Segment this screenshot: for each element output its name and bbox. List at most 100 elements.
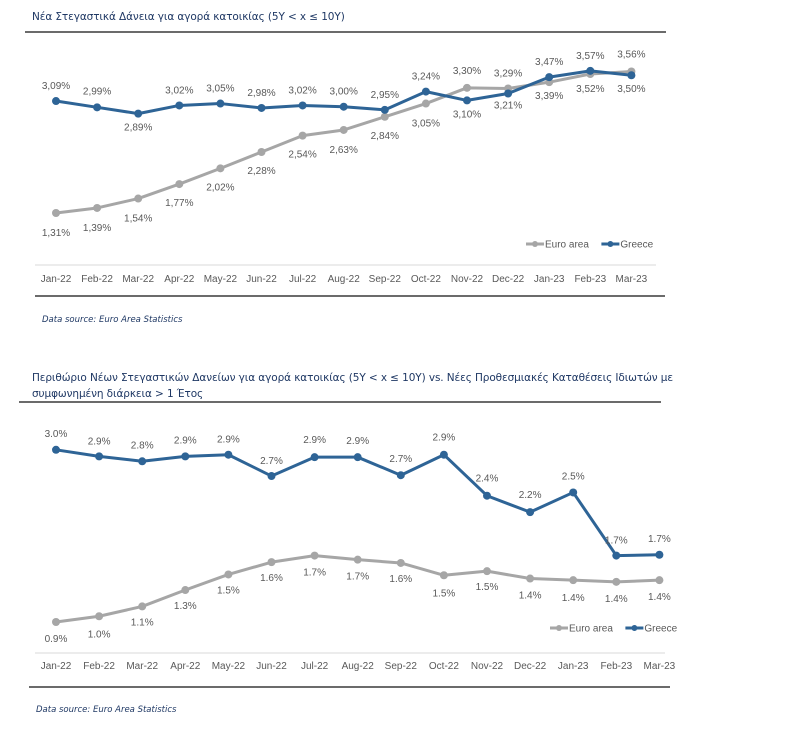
data-point	[298, 131, 307, 140]
chart2-bottom-rule	[29, 686, 670, 688]
data-label: 1.4%	[648, 592, 671, 603]
data-label: 2,89%	[124, 123, 152, 134]
data-point	[181, 586, 190, 595]
x-tick-label: Oct-22	[429, 661, 459, 672]
data-label: 2.9%	[433, 433, 456, 444]
data-point	[586, 66, 595, 75]
data-point	[93, 103, 102, 112]
data-label: 3,29%	[494, 68, 522, 79]
chart2-data-source: Data source: Euro Area Statistics	[36, 705, 177, 715]
data-point	[224, 570, 233, 579]
data-point	[421, 99, 430, 108]
x-tick-label: Dec-22	[492, 274, 525, 285]
data-point	[421, 87, 430, 96]
data-point	[396, 471, 405, 480]
data-label: 3,24%	[412, 72, 440, 83]
data-label: 1.6%	[389, 574, 412, 585]
data-point	[439, 450, 448, 459]
data-point	[612, 551, 621, 560]
x-tick-label: Jun-22	[256, 661, 287, 672]
data-point	[267, 558, 276, 567]
x-tick-label: Feb-22	[81, 274, 113, 285]
data-point	[627, 71, 636, 80]
data-point	[463, 96, 471, 105]
data-label: 2.8%	[131, 440, 154, 451]
x-tick-label: Jul-22	[301, 661, 329, 672]
data-label: 2,02%	[206, 182, 234, 193]
data-label: 2.4%	[476, 474, 499, 485]
data-label: 2,63%	[330, 145, 358, 156]
data-label: 1.3%	[174, 601, 197, 612]
data-point	[380, 112, 389, 121]
data-label: 1.4%	[562, 593, 585, 604]
data-point	[52, 97, 60, 106]
legend-label: Euro area	[569, 624, 613, 635]
chart1-plot: Jan-22 Feb-22 Mar-22 Apr-22 May-22 Jun-22 Jul-…	[35, 49, 656, 285]
data-label: 1.7%	[303, 568, 326, 579]
data-label: 2,98%	[247, 88, 275, 99]
data-label: 2.9%	[174, 435, 197, 446]
legend-item-greece: Greece	[625, 624, 678, 635]
chart2-title: Περιθώριο Νέων Στεγαστικών Δανείων για α…	[32, 370, 673, 402]
x-tick-label: May-22	[204, 274, 238, 285]
data-label: 3,02%	[165, 85, 193, 96]
data-label: 2,28%	[247, 166, 275, 177]
data-label: 1.6%	[260, 573, 283, 584]
legend-label: Greece	[644, 624, 677, 635]
x-tick-label: Jun-22	[246, 274, 277, 285]
chart2-title-rule-ext	[19, 401, 661, 403]
data-label: 3,00%	[330, 87, 358, 98]
data-point	[526, 574, 535, 583]
series-line-greece	[55, 448, 660, 558]
data-point	[216, 99, 225, 108]
data-label: 1.5%	[476, 582, 499, 593]
data-point	[339, 125, 348, 134]
data-point	[353, 555, 362, 564]
data-point	[504, 89, 513, 98]
data-point	[52, 618, 60, 626]
data-label: 1.7%	[648, 534, 671, 545]
data-label: 1,77%	[165, 198, 193, 209]
chart2-plot: Jan-22 Feb-22 Mar-22 Apr-22 May-22 Jun-22 Jul-…	[35, 429, 678, 672]
x-tick-label: Sep-22	[369, 274, 402, 285]
data-label: 1.7%	[346, 572, 369, 583]
chart2-title-line1: Περιθώριο Νέων Στεγαστικών Δανείων για α…	[32, 372, 673, 384]
data-label: 3,05%	[206, 84, 234, 95]
x-tick-label: Mar-23	[616, 274, 648, 285]
data-label: 1.5%	[433, 588, 456, 599]
data-point	[181, 452, 190, 461]
data-label: 3,57%	[576, 51, 604, 62]
data-point	[95, 452, 104, 461]
data-point	[95, 612, 104, 621]
data-point	[138, 457, 147, 466]
x-tick-label: Feb-23	[574, 274, 606, 285]
data-label: 3,02%	[288, 85, 316, 96]
x-tick-label: Sep-22	[385, 661, 418, 672]
data-label: 3,50%	[617, 84, 645, 95]
x-tick-label: Jan-23	[534, 274, 565, 285]
legend-marker-icon	[532, 241, 538, 247]
x-tick-label: May-22	[212, 661, 246, 672]
data-label: 1.4%	[605, 594, 628, 605]
data-label: 2,54%	[288, 150, 316, 161]
data-point	[216, 164, 225, 173]
legend-item-euro-area: Euro area	[550, 624, 613, 635]
legend-item-greece: Greece	[601, 240, 654, 251]
x-tick-label: Nov-22	[471, 661, 504, 672]
legend-label: Greece	[620, 240, 653, 251]
chart1-bottom-rule	[35, 295, 665, 297]
legend-item-euro-area: Euro area	[526, 240, 589, 251]
data-label: 3,47%	[535, 57, 563, 68]
x-tick-label: Jan-23	[558, 661, 589, 672]
data-label: 1,31%	[42, 228, 70, 239]
data-label: 2,99%	[83, 86, 111, 97]
data-point	[612, 577, 621, 586]
data-label: 1,54%	[124, 214, 152, 225]
data-label: 2.9%	[88, 436, 111, 447]
data-label: 2.2%	[519, 490, 542, 501]
data-label: 2.9%	[346, 436, 369, 447]
data-point	[134, 194, 143, 203]
data-point	[545, 73, 554, 82]
data-point	[380, 105, 389, 114]
data-point	[526, 508, 535, 517]
